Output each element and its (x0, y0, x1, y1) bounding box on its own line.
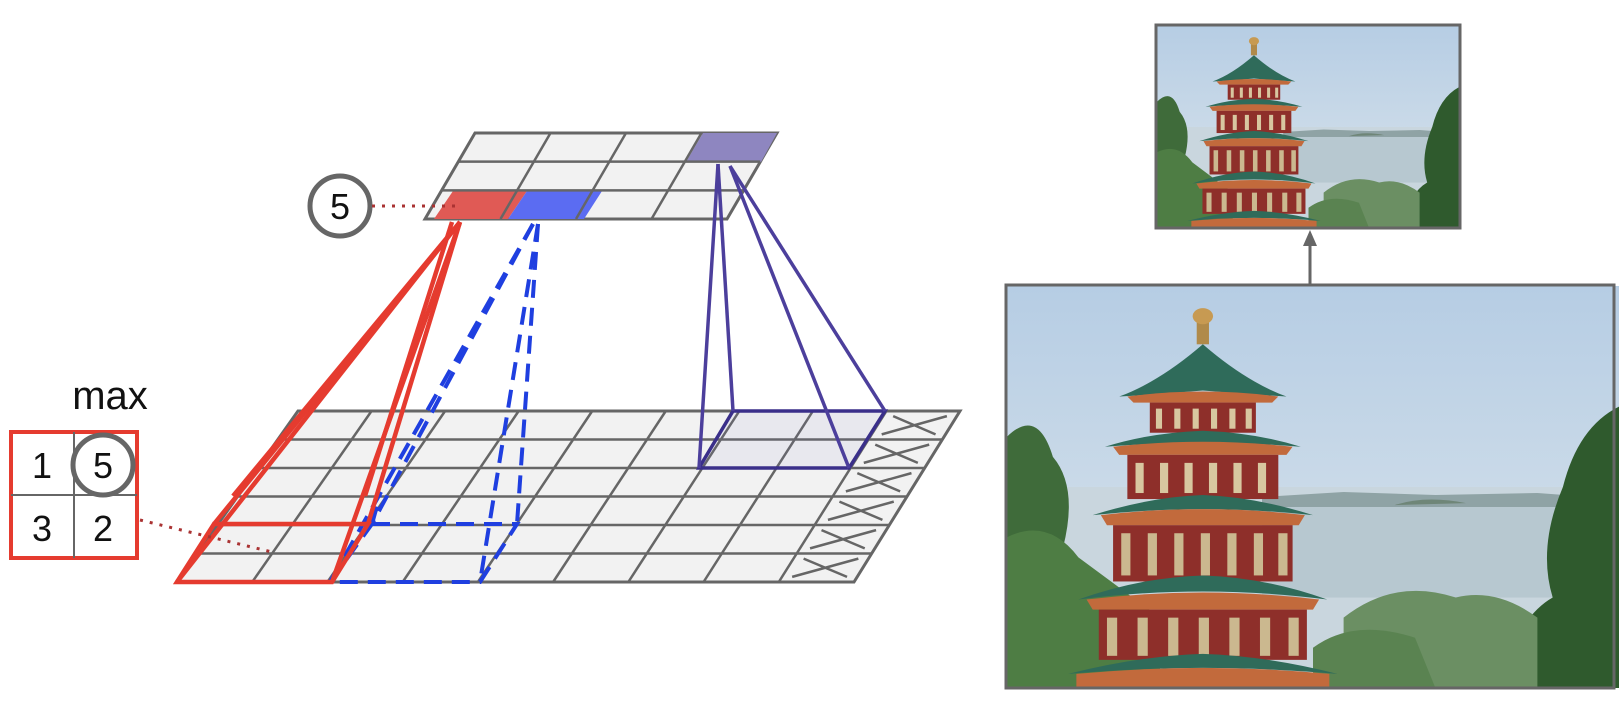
red-receptive-field (172, 220, 463, 585)
pooled-value-text: 5 (330, 186, 350, 227)
pooled-grid-col-line (499, 132, 552, 220)
pooled-feature-map (422, 131, 780, 221)
pool-value-3: 3 (32, 508, 52, 549)
max-label: max (72, 374, 148, 418)
pool-window: max 1 5 3 2 (9, 374, 273, 560)
purple-receptive-field (695, 163, 889, 470)
padding-x-mark (845, 471, 912, 493)
pooled-grid-col-line (574, 132, 628, 220)
small-photo-frame (1154, 23, 1462, 230)
padding-x-mark (881, 414, 948, 436)
pagoda-photo-small (1157, 26, 1459, 228)
pooled-value-circle: 5 (307, 173, 455, 239)
pooled-cell-purple (686, 133, 777, 162)
pool-value-2: 5 (93, 445, 113, 486)
pool-value-1: 1 (32, 445, 52, 486)
padding-x-marks (791, 414, 948, 579)
large-photo-frame (1004, 283, 1616, 690)
pool-value-4: 2 (93, 508, 113, 549)
downsample-arrow (1303, 230, 1317, 284)
padding-x-mark (791, 557, 859, 579)
padding-x-mark (827, 500, 895, 522)
padding-x-mark (809, 528, 877, 550)
pooled-grid-col-line (650, 132, 703, 220)
pagoda-photo-large (1007, 286, 1619, 688)
blue-receptive-field (326, 223, 540, 584)
pooled-cell-blue (508, 191, 602, 219)
padding-x-mark (863, 443, 930, 465)
max-highlight-circle (70, 432, 136, 498)
